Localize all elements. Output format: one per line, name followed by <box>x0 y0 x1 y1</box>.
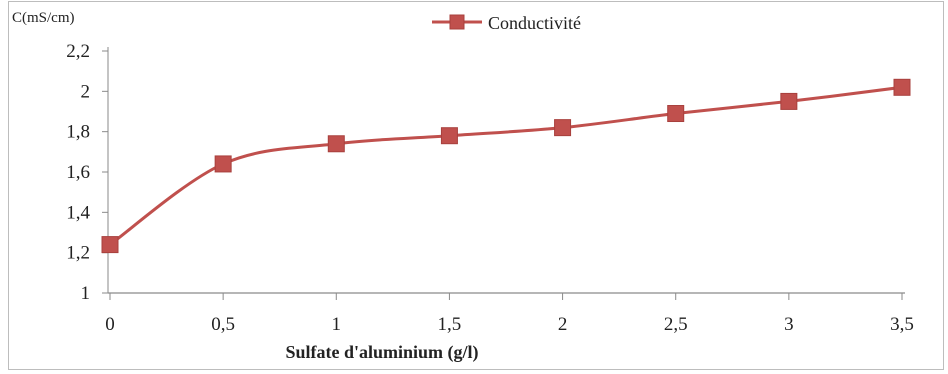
chart-frame <box>8 1 944 370</box>
data-point <box>780 92 798 110</box>
y-tick-label: 2,2 <box>66 41 90 62</box>
y-tick-label: 1,6 <box>66 162 90 183</box>
y-tick-label: 1,8 <box>66 122 90 143</box>
x-tick-label: 1,5 <box>438 314 462 335</box>
x-tick-label: 0 <box>105 314 115 335</box>
x-tick-label: 3 <box>784 314 794 335</box>
data-point <box>327 135 345 153</box>
x-tick-label: 2 <box>558 314 568 335</box>
y-tick-label: 1,4 <box>66 202 90 223</box>
plot-area <box>101 78 911 254</box>
y-tick-label: 1 <box>81 283 91 304</box>
data-point <box>667 105 685 123</box>
data-point <box>214 155 232 173</box>
y-tick-label: 1,2 <box>66 243 90 264</box>
data-point <box>101 236 119 254</box>
axes: 1 1,2 1,4 1,6 1,8 2 2,2 0 0,5 1 1,5 2 2,5 3 3,5 <box>66 41 914 335</box>
legend: Conductivité <box>432 13 581 33</box>
data-point <box>893 78 911 96</box>
x-tick-label: 2,5 <box>664 314 688 335</box>
x-tick-label: 3,5 <box>890 314 914 335</box>
x-axis-title: Sulfate d'aluminium (g/l) <box>285 342 478 363</box>
data-point <box>440 127 458 145</box>
y-axis-title: C(mS/cm) <box>12 10 75 26</box>
legend-marker <box>449 14 465 30</box>
data-point <box>554 119 572 137</box>
x-tick-label: 1 <box>332 314 342 335</box>
legend-label: Conductivité <box>488 13 581 33</box>
x-tick-label: 0,5 <box>211 314 235 335</box>
y-tick-label: 2 <box>81 81 91 102</box>
